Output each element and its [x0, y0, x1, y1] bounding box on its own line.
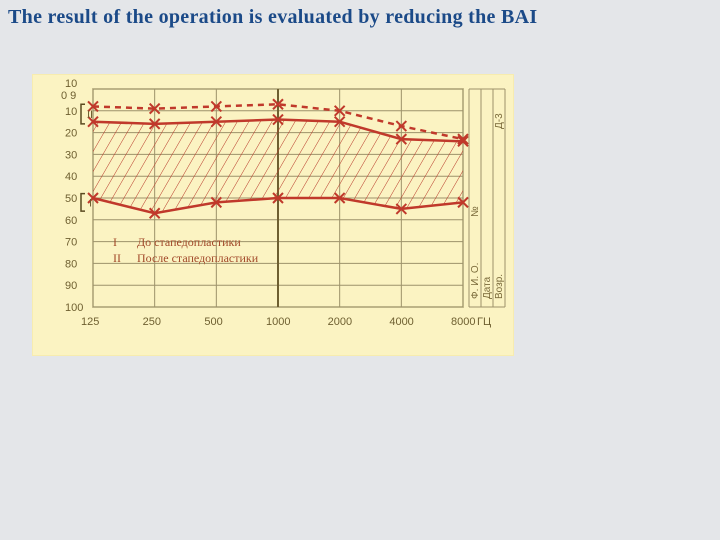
audiogram-chart: 100 910203040506070809010012525050010002… — [32, 74, 514, 356]
y-tick: 80 — [65, 258, 77, 270]
page-title: The result of the operation is evaluated… — [8, 6, 538, 29]
y-tick: 0 9 — [61, 90, 76, 102]
side-label: Д-3 — [494, 113, 505, 129]
y-tick: 90 — [65, 280, 77, 292]
bracket-top-label: II — [87, 109, 93, 121]
side-label: № — [470, 206, 481, 217]
chart-bg — [33, 75, 513, 355]
x-tick: 125 — [81, 316, 99, 328]
x-tick: 250 — [143, 316, 161, 328]
y-tick: 20 — [65, 128, 77, 140]
side-label: Возр. — [494, 274, 505, 299]
x-tick: 2000 — [328, 316, 352, 328]
side-label: Дата — [482, 276, 493, 299]
y-tick: 40 — [65, 171, 77, 183]
y-tick: 30 — [65, 149, 77, 161]
y-tick: 10 — [65, 106, 77, 118]
chart-svg: 100 910203040506070809010012525050010002… — [33, 75, 513, 355]
legend-symbol: II — [113, 251, 121, 265]
side-label: Ф. И. О. — [470, 263, 481, 299]
x-tick: 500 — [204, 316, 222, 328]
y-tick: 100 — [65, 302, 83, 314]
x-tick: 1000 — [266, 316, 290, 328]
bracket-bottom-label: I — [89, 197, 92, 209]
x-tick: 8000 — [451, 316, 475, 328]
x-tick: 4000 — [389, 316, 413, 328]
legend-symbol: I — [113, 235, 117, 249]
legend-label: До стапедопластики — [137, 235, 241, 249]
x-unit: ГЦ — [477, 316, 491, 328]
y-tick: 10 — [65, 78, 77, 90]
y-tick: 50 — [65, 193, 77, 205]
legend-label: После стапедопластики — [137, 251, 259, 265]
y-tick: 60 — [65, 215, 77, 227]
y-tick: 70 — [65, 237, 77, 249]
